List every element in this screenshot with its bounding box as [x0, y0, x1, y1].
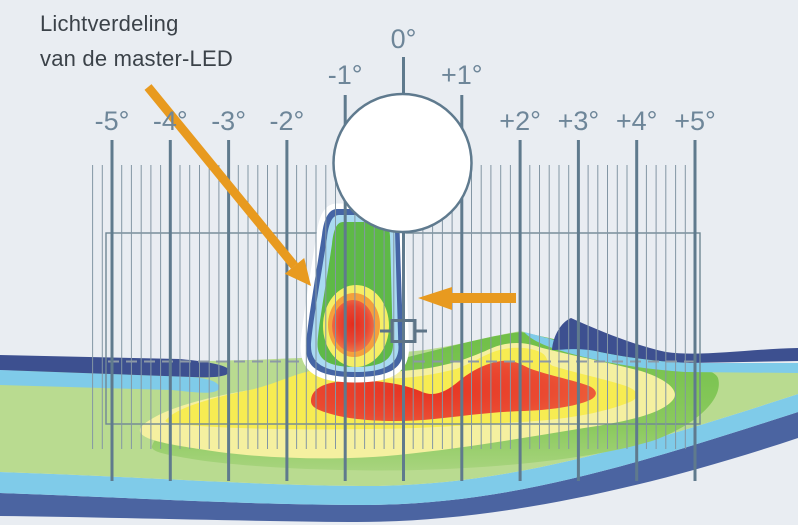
angle-label: +2°: [499, 106, 541, 136]
pointer-arrow-horizontal: [418, 287, 516, 310]
angle-label: -5°: [95, 106, 130, 136]
annotation-title-line-1: Lichtverdeling: [40, 11, 179, 36]
diagonal-arrow-shaft: [144, 84, 298, 269]
angle-label-group: -5° -4° -3° -2° -1° 0° +1° +2° +3° +4° +5°: [95, 24, 716, 136]
horizontal-arrow-shaft: [452, 293, 516, 303]
angle-label: +1°: [441, 60, 483, 90]
angle-label: -4°: [153, 106, 188, 136]
diagonal-arrow-head: [284, 258, 311, 286]
horizontal-arrow-head: [418, 287, 452, 310]
angle-label: +4°: [616, 106, 658, 136]
led-position-marker: [380, 319, 427, 343]
beam-heat-red: [332, 300, 374, 352]
angle-label: -2°: [269, 106, 304, 136]
annotation-title-line-2: van de master-LED: [40, 46, 233, 71]
angle-label: +3°: [558, 106, 600, 136]
angle-label: +5°: [674, 106, 716, 136]
angle-label: -1°: [328, 60, 363, 90]
pointer-arrow-diagonal: [144, 84, 311, 286]
road-navy-ridge-right: [552, 318, 798, 363]
road-outer-blue-band: [0, 412, 798, 523]
road-red-hotspot: [311, 360, 596, 422]
road-lightblue-strip-left: [0, 370, 219, 393]
angle-label: -3°: [211, 106, 246, 136]
angle-label: 0°: [391, 24, 417, 54]
road-lightblue-band-bottom: [0, 394, 798, 505]
master-led-ball: [332, 92, 473, 234]
